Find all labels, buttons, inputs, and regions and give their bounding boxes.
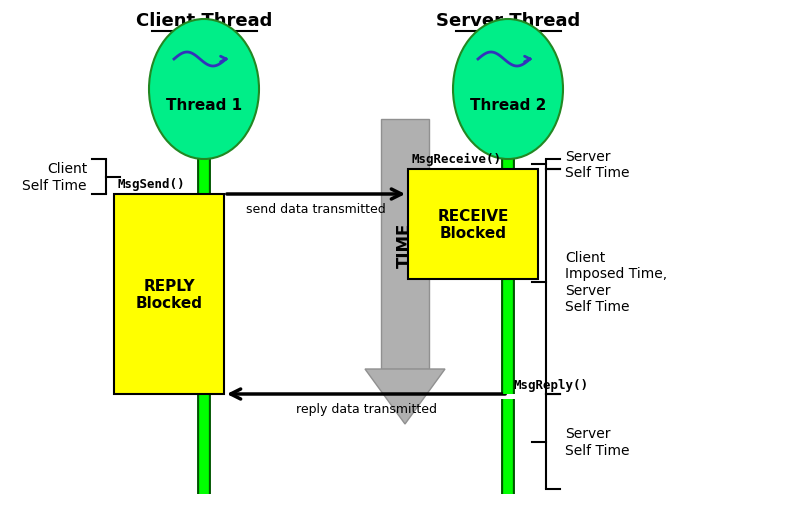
Text: Thread 1: Thread 1 bbox=[166, 97, 242, 112]
Text: Server
Self Time: Server Self Time bbox=[565, 427, 630, 457]
Text: Client
Self Time: Client Self Time bbox=[22, 162, 87, 192]
Text: TIME: TIME bbox=[396, 222, 414, 267]
Text: MsgReply(): MsgReply() bbox=[513, 378, 588, 391]
Text: MsgSend(): MsgSend() bbox=[118, 178, 186, 191]
FancyBboxPatch shape bbox=[408, 169, 538, 279]
Text: RECEIVE
Blocked: RECEIVE Blocked bbox=[438, 208, 509, 241]
FancyBboxPatch shape bbox=[114, 194, 224, 394]
Text: MsgReceive(): MsgReceive() bbox=[412, 153, 502, 165]
FancyArrow shape bbox=[365, 369, 445, 424]
Text: REPLY
Blocked: REPLY Blocked bbox=[135, 278, 202, 310]
Text: send data transmitted: send data transmitted bbox=[246, 203, 386, 216]
Text: reply data transmitted: reply data transmitted bbox=[295, 402, 437, 415]
Text: Server Thread: Server Thread bbox=[436, 12, 580, 30]
FancyBboxPatch shape bbox=[381, 120, 429, 369]
Text: Thread 2: Thread 2 bbox=[470, 97, 546, 112]
Text: Server
Self Time: Server Self Time bbox=[565, 150, 630, 180]
Text: Client
Imposed Time,
Server
Self Time: Client Imposed Time, Server Self Time bbox=[565, 251, 667, 313]
Text: Client Thread: Client Thread bbox=[136, 12, 272, 30]
Ellipse shape bbox=[453, 20, 563, 160]
Ellipse shape bbox=[149, 20, 259, 160]
